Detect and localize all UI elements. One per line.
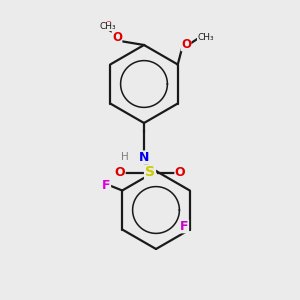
Text: O: O: [104, 21, 112, 32]
Text: O: O: [115, 166, 125, 179]
Text: O: O: [112, 31, 122, 44]
Text: H: H: [121, 152, 128, 163]
Text: O: O: [181, 38, 191, 51]
Text: CH₃: CH₃: [100, 22, 116, 31]
Text: F: F: [180, 220, 189, 233]
Text: S: S: [145, 166, 155, 179]
Text: CH₃: CH₃: [197, 33, 214, 42]
Text: F: F: [102, 179, 111, 192]
Text: N: N: [139, 151, 149, 164]
Text: O: O: [175, 166, 185, 179]
